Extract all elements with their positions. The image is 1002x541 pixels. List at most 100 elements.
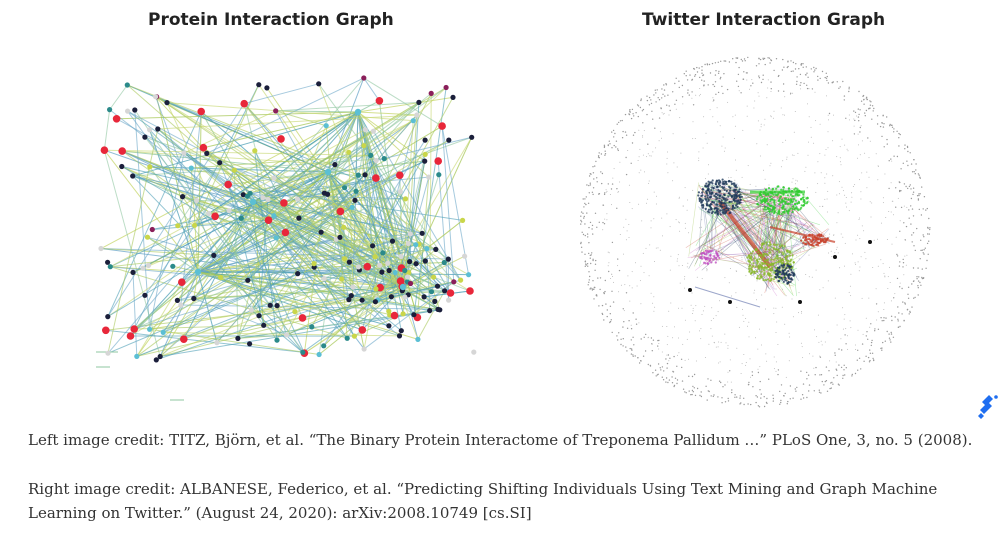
protein-edge: [323, 252, 384, 347]
protein-node: [407, 280, 414, 287]
protein-node: [355, 172, 361, 178]
protein-node: [281, 228, 290, 237]
protein-edge: [193, 207, 353, 299]
protein-edge: [155, 96, 215, 256]
protein-node: [358, 326, 367, 334]
protein-node: [428, 90, 434, 96]
protein-node: [100, 146, 109, 154]
protein-edge: [121, 166, 183, 197]
protein-node: [380, 250, 386, 256]
protein-node: [273, 235, 279, 241]
protein-node: [298, 314, 307, 322]
protein-node: [435, 306, 441, 312]
protein-node: [422, 258, 428, 264]
protein-node: [98, 245, 104, 252]
protein-edge: [157, 128, 401, 282]
protein-edge: [159, 248, 427, 357]
protein-node: [407, 231, 413, 237]
twitter-graph-background-points: [580, 56, 931, 408]
protein-edge: [441, 126, 470, 275]
protein-node: [414, 112, 420, 118]
protein-node: [124, 82, 130, 88]
protein-node: [405, 240, 411, 247]
protein-node: [415, 336, 421, 342]
protein-node: [372, 254, 378, 260]
protein-node: [381, 156, 387, 162]
protein-node: [372, 299, 378, 305]
protein-edge: [194, 159, 377, 226]
protein-node: [460, 217, 466, 223]
protein-edge: [127, 84, 359, 176]
protein-edge: [318, 83, 419, 340]
protein-edge: [152, 219, 269, 231]
protein-edge: [144, 136, 278, 306]
protein-node: [280, 199, 288, 207]
protein-node: [244, 193, 250, 199]
protein-node: [402, 294, 408, 300]
protein-edge: [156, 96, 199, 273]
protein-node: [344, 335, 350, 341]
protein-edge: [116, 111, 359, 120]
protein-edge: [132, 111, 359, 177]
protein-edge: [157, 114, 417, 130]
protein-node: [348, 293, 354, 299]
protein-edge: [107, 103, 245, 317]
protein-edge: [136, 281, 183, 357]
protein-edge: [370, 102, 420, 156]
right-image-credit: Right image credit: ALBANESE, Federico, …: [28, 480, 938, 522]
protein-node: [226, 208, 232, 214]
protein-edge: [219, 162, 423, 234]
protein-hub-node: [399, 283, 407, 291]
protein-node: [174, 297, 180, 303]
protein-node: [273, 108, 279, 114]
protein-node: [160, 329, 166, 335]
protein-node: [126, 332, 135, 340]
protein-edge: [216, 114, 418, 343]
protein-node: [379, 269, 385, 275]
protein-edge: [400, 176, 430, 282]
protein-edge: [107, 194, 244, 354]
protein-node: [292, 309, 298, 315]
protein-node: [157, 353, 163, 360]
protein-node: [296, 215, 302, 221]
protein-node: [265, 196, 271, 203]
protein-node: [181, 150, 187, 156]
protein-node: [247, 341, 253, 347]
protein-node: [363, 262, 372, 271]
protein-node: [134, 353, 140, 359]
toptal-logo-icon: [978, 395, 998, 419]
protein-edge: [387, 233, 411, 264]
protein-edge: [110, 129, 366, 268]
protein-node: [443, 84, 449, 91]
protein-node: [321, 276, 327, 282]
protein-node: [431, 274, 437, 280]
protein-edge: [149, 166, 265, 326]
protein-edge: [363, 281, 455, 350]
protein-node: [424, 246, 430, 252]
protein-node: [398, 253, 404, 260]
protein-node: [316, 81, 322, 87]
protein-node: [411, 312, 417, 318]
protein-node: [316, 351, 322, 358]
protein-edge: [311, 93, 432, 328]
protein-node: [416, 99, 422, 105]
protein-edge: [357, 111, 430, 178]
protein-edge: [162, 266, 315, 333]
protein-node: [361, 143, 367, 149]
protein-node: [119, 163, 125, 170]
protein-edge: [147, 236, 376, 303]
protein-node: [218, 274, 224, 280]
protein-edge: [132, 272, 138, 357]
protein-node: [105, 314, 111, 320]
protein-node: [445, 256, 451, 262]
protein-edge: [134, 324, 264, 330]
protein-node: [434, 157, 443, 165]
protein-edge: [180, 111, 202, 306]
protein-node: [392, 269, 398, 276]
protein-edge: [341, 240, 393, 280]
protein-node: [434, 283, 441, 289]
protein-edge: [149, 328, 320, 355]
protein-node: [256, 313, 262, 319]
protein-node: [283, 332, 290, 338]
protein-node: [188, 165, 194, 171]
